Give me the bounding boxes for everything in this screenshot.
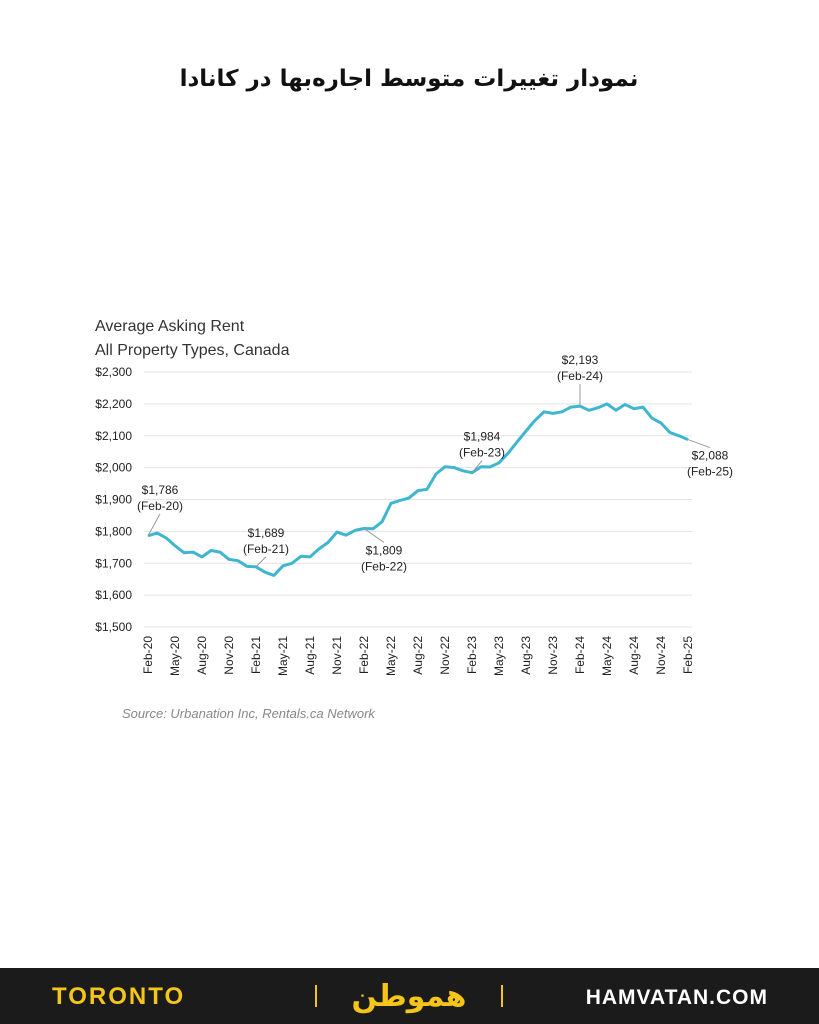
- x-tick-label: Feb-22: [357, 636, 371, 674]
- y-tick-label: $2,000: [95, 461, 132, 475]
- footer-bar: [0, 968, 819, 1024]
- x-tick-label: Nov-22: [438, 636, 452, 675]
- x-tick-label: Feb-21: [249, 636, 263, 674]
- annotation-leader: [471, 460, 483, 474]
- footer-site: HAMVATAN.COM: [586, 986, 768, 1009]
- annotation-value: $1,689: [248, 526, 285, 540]
- line-series: [147, 402, 689, 577]
- annotation-leader: [147, 513, 161, 537]
- y-tick-label: $1,500: [95, 620, 132, 634]
- source: Source: Urbanation Inc, Rentals.ca Netwo…: [122, 706, 376, 721]
- x-tick-label: May-21: [276, 636, 290, 676]
- x-tick-label: May-24: [600, 636, 614, 676]
- x-tick-label: Feb-23: [465, 636, 479, 674]
- footer-logo: هموطن: [352, 979, 467, 1014]
- y-tick-label: $2,100: [95, 429, 132, 443]
- x-tick-label: May-20: [168, 636, 182, 676]
- x-tick-label: Aug-24: [627, 636, 641, 675]
- y-tick-label: $1,800: [95, 524, 132, 538]
- x-tick-label: Nov-21: [330, 636, 344, 675]
- x-tick-label: Nov-20: [222, 636, 236, 675]
- x-tick-label: Aug-23: [519, 636, 533, 675]
- x-tick-label: Feb-25: [681, 636, 695, 674]
- x-tick-label: Nov-23: [546, 636, 560, 675]
- annotation-value: $2,193: [562, 353, 599, 367]
- y-tick-label: $1,700: [95, 556, 132, 570]
- chart-subtitle: All Property Types, Canada: [95, 342, 290, 359]
- annotation-date: (Feb-24): [557, 369, 603, 383]
- x-tick-label: May-23: [492, 636, 506, 676]
- x-tick-label: Aug-22: [411, 636, 425, 675]
- annotation-value: $1,809: [366, 544, 403, 558]
- y-tick-label: $2,200: [95, 397, 132, 411]
- annotation-date: (Feb-22): [361, 560, 407, 574]
- annotation-leader: [363, 528, 385, 543]
- chart-title: Average Asking Rent: [95, 318, 245, 335]
- annotation-value: $1,984: [464, 430, 501, 444]
- annotation-value: $2,088: [692, 449, 729, 463]
- y-tick-label: $1,600: [95, 588, 132, 602]
- annotation-leader: [255, 556, 267, 568]
- x-tick-label: May-22: [384, 636, 398, 676]
- x-tick-label: Feb-20: [141, 636, 155, 674]
- annotation-date: (Feb-20): [137, 499, 183, 513]
- y-tick-label: $1,900: [95, 493, 132, 507]
- annotation-value: $1,786: [142, 483, 179, 497]
- annotation-date: (Feb-21): [243, 542, 289, 556]
- annotation-date: (Feb-23): [459, 446, 505, 460]
- x-tick-label: Nov-24: [654, 636, 668, 675]
- annotation-date: (Feb-25): [687, 465, 733, 479]
- x-tick-label: Aug-20: [195, 636, 209, 675]
- annotation-leader: [687, 439, 711, 449]
- footer-city: TORONTO: [52, 983, 185, 1010]
- page-title: نمودار تغییرات متوسط اجاره‌بها در کانادا: [180, 66, 639, 92]
- x-tick-label: Feb-24: [573, 636, 587, 674]
- y-tick-label: $2,300: [95, 365, 132, 379]
- x-tick-label: Aug-21: [303, 636, 317, 675]
